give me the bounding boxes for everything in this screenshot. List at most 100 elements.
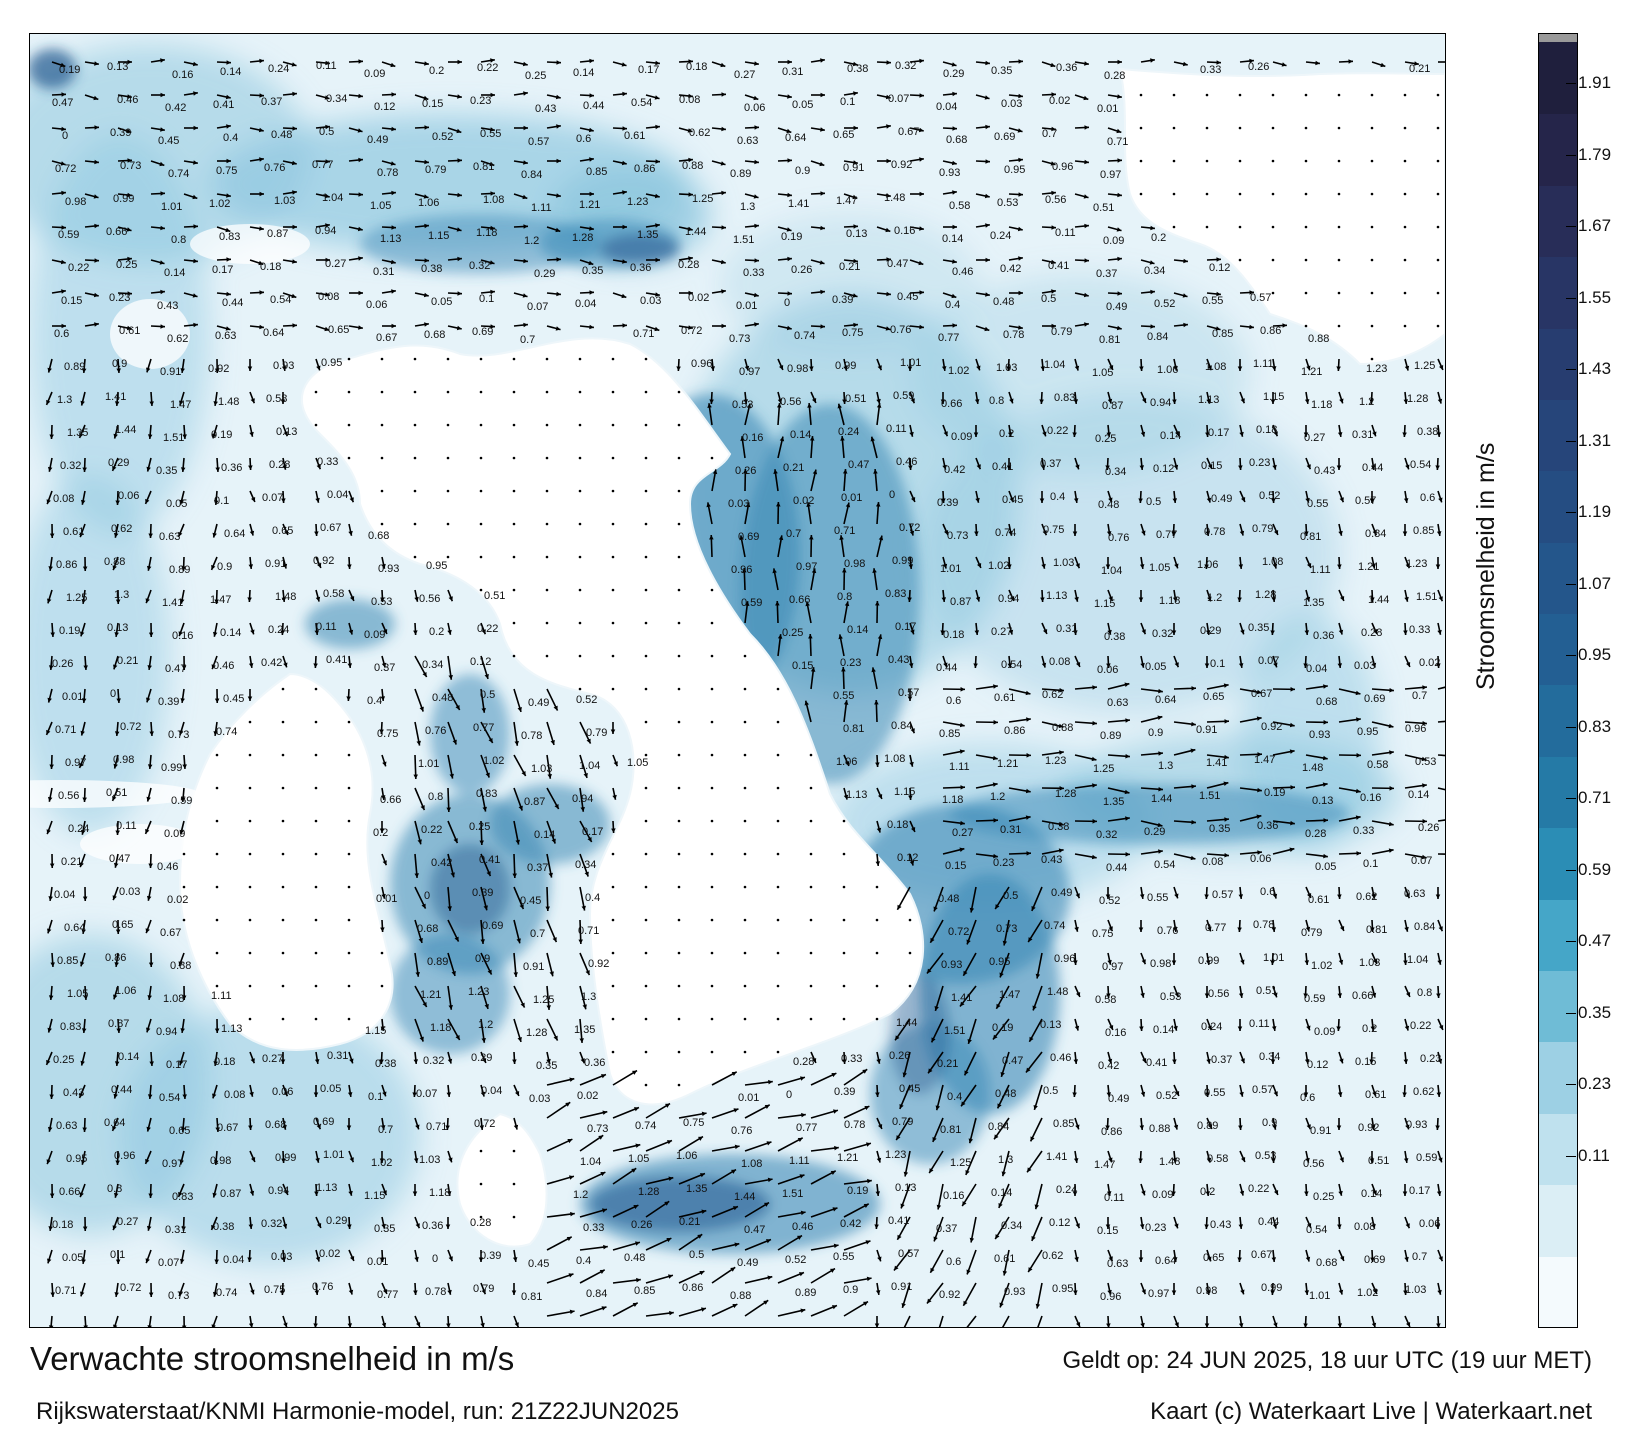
current-arrow xyxy=(1403,391,1409,405)
speed-label: 0.14 xyxy=(118,1051,139,1063)
current-arrow xyxy=(282,190,297,195)
grid-dot xyxy=(1271,225,1275,229)
current-arrow xyxy=(907,359,913,371)
current-arrow xyxy=(84,94,99,101)
speed-label: 0 xyxy=(784,297,790,309)
speed-label: 0.93 xyxy=(378,563,399,575)
grid-dot xyxy=(446,390,450,394)
speed-label: 0.12 xyxy=(470,656,491,668)
grid-dot xyxy=(248,951,252,955)
speed-label: 0.81 xyxy=(1366,924,1387,936)
current-arrow xyxy=(1403,490,1409,503)
speed-label: 0.16 xyxy=(742,432,763,444)
current-arrow xyxy=(739,535,746,558)
current-arrow xyxy=(316,257,330,263)
speed-label: 1.48 xyxy=(884,192,905,204)
speed-label: 0.49 xyxy=(528,697,549,709)
speed-label: 0.64 xyxy=(263,327,284,339)
grid-dot xyxy=(1304,225,1308,229)
speed-label: 1.41 xyxy=(105,391,126,403)
grid-dot xyxy=(512,621,516,625)
current-arrow xyxy=(744,223,760,229)
current-arrow xyxy=(874,699,879,723)
grid-dot xyxy=(908,951,912,955)
current-arrow xyxy=(148,622,154,638)
current-arrow xyxy=(1338,717,1361,723)
speed-label: 0.9 xyxy=(843,1284,858,1296)
current-arrow xyxy=(1206,391,1211,404)
current-arrow xyxy=(579,93,595,98)
speed-label: 0.86 xyxy=(105,952,126,964)
speed-label: 1.05 xyxy=(370,200,391,212)
current-arrow xyxy=(943,224,957,230)
current-arrow xyxy=(51,160,66,166)
grid-dot xyxy=(809,885,813,889)
grid-dot xyxy=(644,984,648,988)
current-arrow xyxy=(247,689,253,701)
grid-dot xyxy=(1139,93,1143,97)
current-arrow xyxy=(1338,490,1345,503)
grid-dot xyxy=(1337,225,1341,229)
speed-label: 0.14 xyxy=(1408,789,1429,801)
current-arrow xyxy=(1437,391,1443,404)
current-arrow xyxy=(579,290,595,295)
speed-label: 0.19 xyxy=(781,231,802,243)
speed-label: 0.42 xyxy=(431,857,452,869)
current-arrow xyxy=(1206,457,1213,470)
speed-label: 0.78 xyxy=(377,167,398,179)
grid-dot xyxy=(776,885,780,889)
grid-dot xyxy=(611,588,615,592)
current-arrow xyxy=(1437,686,1445,690)
current-arrow xyxy=(348,226,363,232)
current-arrow xyxy=(1370,457,1376,470)
current-arrow xyxy=(744,322,759,327)
grid-dot xyxy=(776,720,780,724)
grid-dot xyxy=(1403,93,1407,97)
current-arrow xyxy=(249,622,255,635)
speed-label: 0.62 xyxy=(1413,1086,1434,1098)
speed-label: 0.09 xyxy=(1103,235,1124,247)
speed-label: 1.3 xyxy=(998,1154,1013,1166)
current-arrow xyxy=(1404,457,1410,470)
current-arrow xyxy=(1042,323,1056,329)
grid-dot xyxy=(644,819,648,823)
speed-label: 0.17 xyxy=(166,1059,187,1071)
current-arrow xyxy=(249,324,265,330)
current-arrow xyxy=(546,688,559,711)
speed-label: 0.28 xyxy=(1361,627,1382,639)
current-arrow xyxy=(183,224,199,229)
grid-dot xyxy=(314,885,318,889)
speed-label: 0.21 xyxy=(937,1058,958,1070)
current-arrow xyxy=(744,258,760,263)
grid-dot xyxy=(182,885,186,889)
speed-label: 0.2 xyxy=(1200,1186,1215,1198)
speed-label: 0.44 xyxy=(936,662,957,674)
speed-label: 0.32 xyxy=(423,1055,444,1067)
grid-dot xyxy=(677,1083,681,1087)
speed-label: 0.31 xyxy=(373,266,394,278)
speed-label: 0.93 xyxy=(1004,1286,1025,1298)
speed-label: 0.75 xyxy=(683,1117,704,1129)
grid-dot xyxy=(644,885,648,889)
current-arrow xyxy=(80,622,86,637)
grid-dot xyxy=(545,423,549,427)
speed-label: 0.65 xyxy=(833,129,854,141)
current-arrow xyxy=(1338,589,1345,602)
speed-label: 0.01 xyxy=(736,300,757,312)
speed-label: 0.93 xyxy=(1309,729,1330,741)
current-arrow xyxy=(777,391,783,404)
speed-label: 0.38 xyxy=(1417,426,1438,438)
speed-label: 0.39 xyxy=(834,1086,855,1098)
current-arrow xyxy=(1041,523,1048,536)
speed-label: 0.03 xyxy=(119,886,140,898)
current-arrow xyxy=(1371,721,1394,729)
current-arrow xyxy=(839,535,845,558)
current-arrow xyxy=(381,622,388,635)
speed-label: 0.83 xyxy=(219,231,240,243)
current-arrow xyxy=(777,436,785,459)
speed-label: 0.76 xyxy=(1108,532,1129,544)
grid-dot xyxy=(578,489,582,493)
speed-label: 0.71 xyxy=(55,1285,76,1297)
grid-dot xyxy=(1370,225,1374,229)
colorbar-tick-label: 1.31 xyxy=(1578,430,1612,450)
